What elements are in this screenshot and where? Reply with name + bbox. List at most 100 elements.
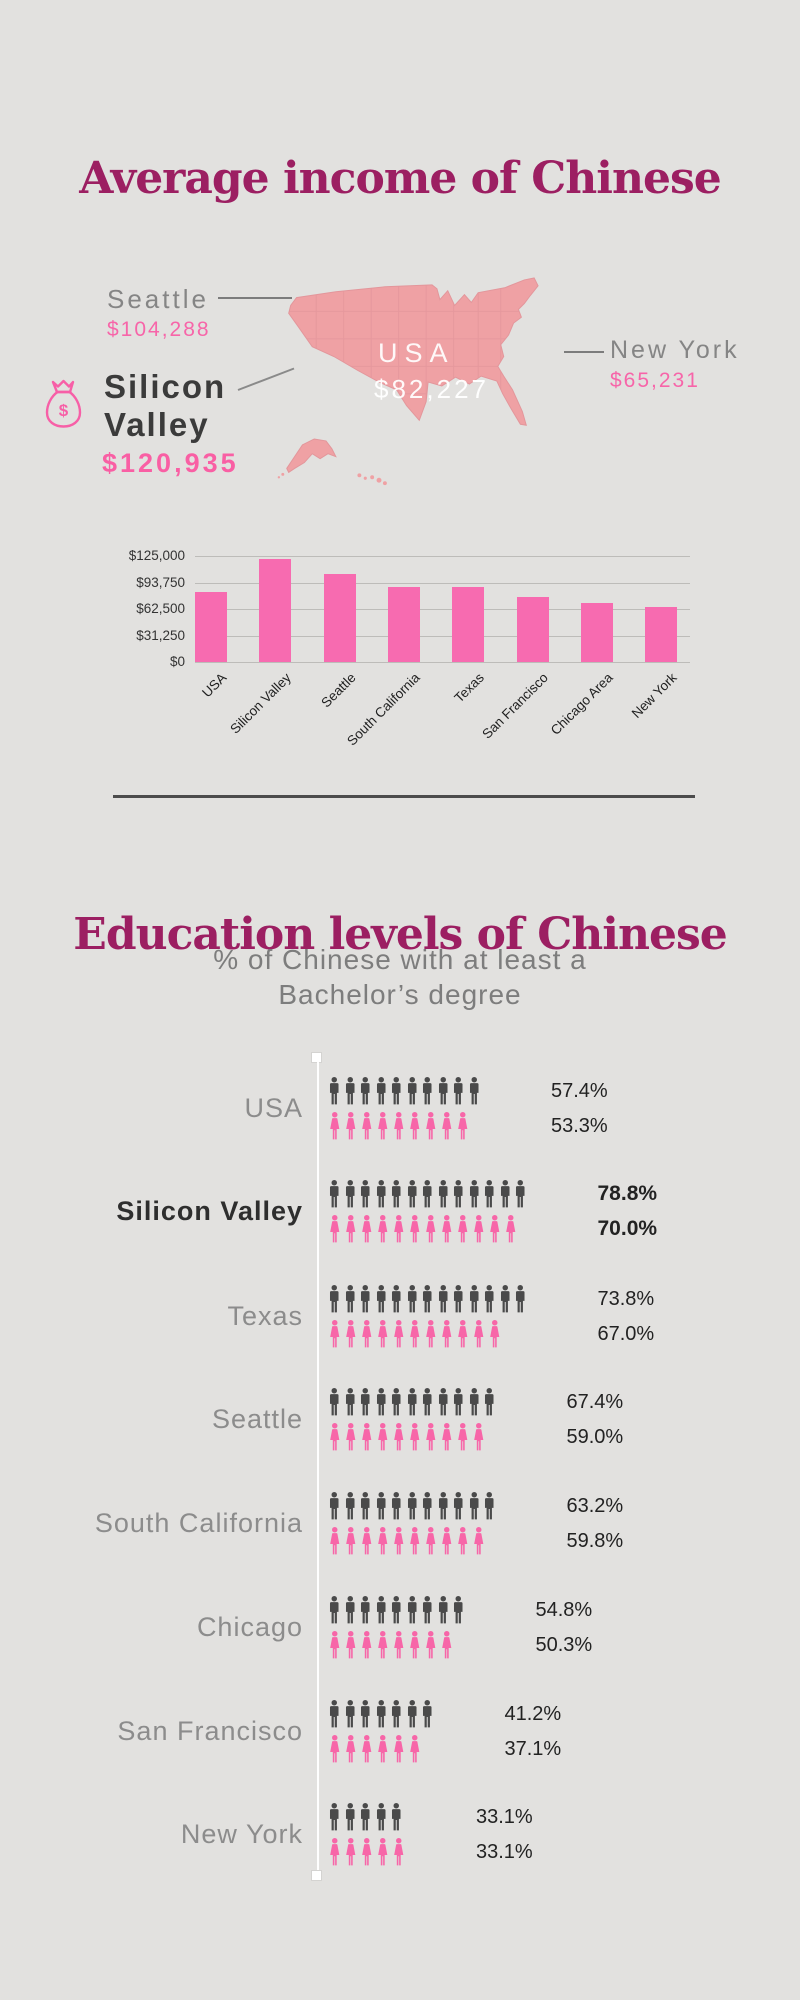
- male-person-icon: [407, 1285, 417, 1313]
- male-person-icon: [376, 1388, 386, 1416]
- male-person-icon: [360, 1492, 370, 1520]
- female-person-icon: [378, 1112, 388, 1140]
- male-person-icon: [360, 1803, 370, 1831]
- callout-seattle-label: Seattle: [107, 284, 209, 314]
- female-person-icon: [426, 1112, 436, 1140]
- female-person-icon: [410, 1215, 420, 1243]
- female-person-icon: [426, 1215, 436, 1243]
- female-person-icon: [458, 1215, 468, 1243]
- male-percentage: 54.8%: [535, 1598, 593, 1621]
- picto-row-usa: USA 57.4% 53.3%: [0, 1077, 800, 1140]
- male-person-icon: [438, 1077, 448, 1105]
- male-icon-row: [328, 1803, 408, 1831]
- income-bar-chart: $0 $31,250 $62,500 $93,750 $125,000 USA Silico…: [100, 548, 720, 798]
- female-person-icon: [346, 1320, 356, 1348]
- x-axis-tick-label: Texas: [451, 670, 487, 706]
- male-person-icon: [453, 1180, 463, 1208]
- selection-handle-top-icon: [311, 1052, 322, 1063]
- female-person-icon: [346, 1423, 356, 1451]
- row-label: Chicago: [196, 1612, 303, 1642]
- female-icon-row: [328, 1215, 530, 1243]
- male-person-icon: [376, 1803, 386, 1831]
- male-person-icon: [329, 1700, 339, 1728]
- money-bag-icon: $: [45, 379, 82, 428]
- female-person-icon: [442, 1112, 452, 1140]
- female-person-icon: [330, 1735, 340, 1763]
- percentage-block: 63.2% 59.8%: [567, 1492, 624, 1555]
- picto-row-san-francisco: San Francisco 41.2% 37.1%: [0, 1700, 800, 1763]
- percentage-block: 73.8% 67.0%: [598, 1285, 655, 1348]
- female-person-icon: [474, 1423, 484, 1451]
- female-person-icon: [362, 1215, 372, 1243]
- female-person-icon: [394, 1423, 404, 1451]
- female-person-icon: [442, 1527, 452, 1555]
- male-person-icon: [360, 1388, 370, 1416]
- row-label: South California: [94, 1508, 303, 1538]
- row-label: USA: [244, 1093, 303, 1123]
- callout-silicon-valley-value: $120,935: [102, 448, 239, 478]
- male-person-icon: [345, 1596, 355, 1624]
- female-person-icon: [410, 1735, 420, 1763]
- male-person-icon: [407, 1077, 417, 1105]
- male-person-icon: [469, 1285, 479, 1313]
- row-label: Texas: [227, 1301, 303, 1331]
- female-person-icon: [330, 1838, 340, 1866]
- male-person-icon: [329, 1077, 339, 1105]
- male-person-icon: [360, 1700, 370, 1728]
- female-person-icon: [378, 1735, 388, 1763]
- male-person-icon: [391, 1492, 401, 1520]
- male-icon-row: [328, 1180, 530, 1208]
- callout-silicon-valley-label: Silicon Valley: [104, 368, 226, 444]
- axis-baseline: [317, 1058, 319, 1874]
- row-label: Silicon Valley: [116, 1196, 303, 1226]
- male-person-icon: [391, 1803, 401, 1831]
- female-person-icon: [362, 1631, 372, 1659]
- male-person-icon: [329, 1596, 339, 1624]
- female-person-icon: [346, 1838, 356, 1866]
- male-person-icon: [484, 1285, 494, 1313]
- male-person-icon: [438, 1492, 448, 1520]
- male-person-icon: [391, 1700, 401, 1728]
- male-person-icon: [422, 1285, 432, 1313]
- male-percentage: 67.4%: [566, 1390, 624, 1413]
- female-person-icon: [378, 1631, 388, 1659]
- male-person-icon: [453, 1596, 463, 1624]
- male-person-icon: [484, 1180, 494, 1208]
- male-person-icon: [422, 1492, 432, 1520]
- female-icon-row: [328, 1320, 530, 1348]
- selection-handle-bottom-icon: [311, 1870, 322, 1881]
- female-percentage: 59.8%: [566, 1529, 624, 1552]
- y-axis-tick-label: $93,750: [136, 574, 185, 590]
- percentage-block: 54.8% 50.3%: [536, 1596, 593, 1659]
- male-person-icon: [345, 1700, 355, 1728]
- female-person-icon: [394, 1735, 404, 1763]
- male-percentage: 33.1%: [476, 1805, 533, 1828]
- income-bar-chicago-area: [580, 603, 613, 662]
- male-person-icon: [360, 1596, 370, 1624]
- male-person-icon: [376, 1180, 386, 1208]
- male-person-icon: [345, 1285, 355, 1313]
- male-person-icon: [422, 1700, 432, 1728]
- female-person-icon: [410, 1423, 420, 1451]
- male-icon-row: [328, 1285, 530, 1313]
- male-percentage: 73.8%: [597, 1287, 655, 1310]
- female-icon-row: [328, 1838, 408, 1866]
- female-icon-row: [328, 1423, 499, 1451]
- female-person-icon: [378, 1838, 388, 1866]
- male-icon-row: [328, 1596, 468, 1624]
- female-person-icon: [506, 1215, 516, 1243]
- gridline: [195, 556, 690, 557]
- alaska: [286, 438, 337, 474]
- female-person-icon: [394, 1112, 404, 1140]
- male-percentage: 41.2%: [504, 1702, 562, 1725]
- male-person-icon: [329, 1492, 339, 1520]
- female-person-icon: [410, 1320, 420, 1348]
- male-person-icon: [438, 1596, 448, 1624]
- male-person-icon: [422, 1077, 432, 1105]
- x-axis-tick-label: Seattle: [317, 670, 359, 711]
- picto-row-new-york: New York 33.1% 33.1%: [0, 1803, 800, 1866]
- percentage-block: 67.4% 59.0%: [567, 1388, 624, 1451]
- male-person-icon: [391, 1285, 401, 1313]
- y-axis-tick-label: $125,000: [128, 548, 185, 563]
